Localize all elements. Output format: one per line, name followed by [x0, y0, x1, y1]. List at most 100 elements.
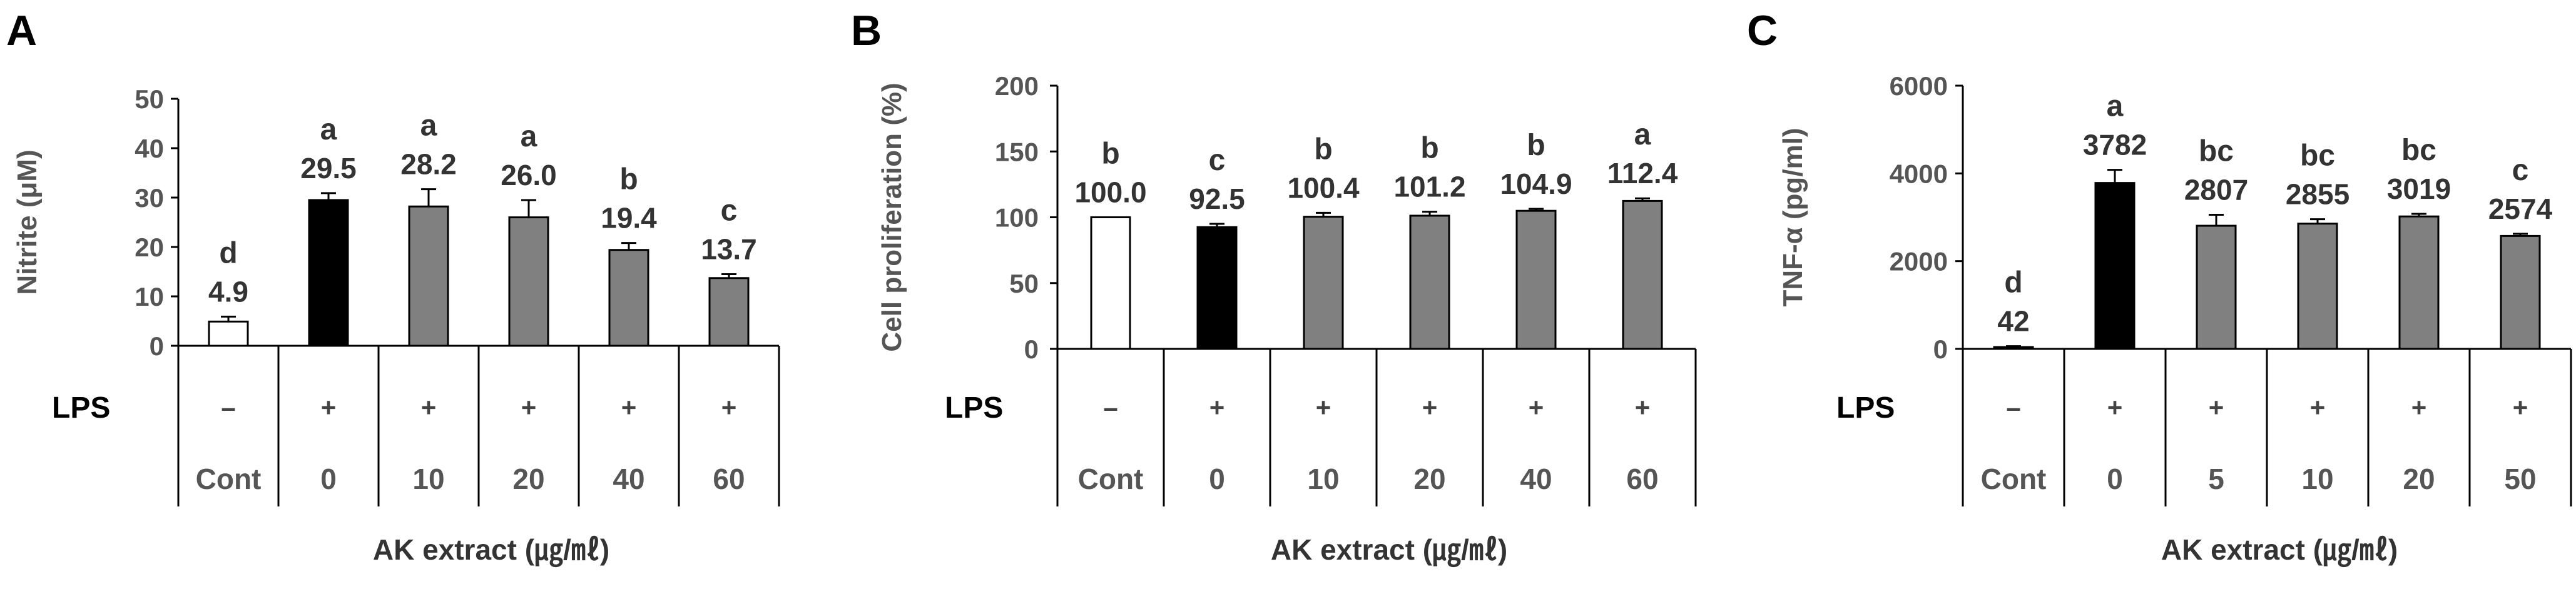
significance-letter: d [219, 236, 237, 269]
value-label: 92.5 [1189, 183, 1245, 215]
y-tick-label: 4000 [1890, 159, 1948, 188]
value-label: 3019 [2387, 173, 2451, 205]
value-label: 2855 [2286, 178, 2349, 211]
x-axis-label: AK extract (㎍/㎖) [1271, 533, 1507, 568]
significance-letter: b [1314, 133, 1332, 166]
y-tick-label: 50 [1009, 269, 1039, 298]
lps-sign: – [2006, 393, 2020, 422]
value-label: 42 [1997, 305, 2029, 338]
dose-label: Cont [196, 463, 262, 495]
significance-letter: d [2004, 266, 2022, 300]
x-axis-label: AK extract (㎍/㎖) [373, 533, 609, 568]
lps-sign: – [221, 393, 235, 422]
y-tick-label: 0 [1024, 335, 1039, 364]
dose-label: 0 [2107, 463, 2123, 495]
chart-panel-c: C TNF-α (pg/ml) 0 2000 4000 6000 LPS 42 d – Cont 37… [1747, 7, 2572, 568]
value-label: 100.4 [1287, 171, 1360, 204]
value-label: 4.9 [208, 275, 248, 308]
significance-letter: a [1634, 118, 1651, 151]
significance-letter: b [1420, 132, 1438, 165]
value-label: 2807 [2184, 174, 2248, 206]
value-label: 104.9 [1500, 168, 1572, 200]
lps-sign: + [1529, 393, 1544, 422]
value-label: 28.2 [400, 148, 457, 181]
lps-sign: + [2411, 393, 2427, 422]
panel-letter: A [6, 7, 37, 54]
bar [1622, 199, 1663, 350]
value-label: 13.7 [701, 233, 757, 265]
significance-letter: a [521, 120, 537, 153]
dose-label: 60 [1626, 463, 1658, 495]
lps-sign: + [1635, 393, 1651, 422]
bar [2398, 215, 2440, 350]
significance-letter: a [320, 113, 337, 146]
dose-label: 10 [412, 463, 444, 495]
lps-row-label: LPS [945, 391, 1003, 425]
bar [2297, 223, 2338, 350]
significance-letter: b [619, 163, 638, 196]
value-label: 112.4 [1607, 157, 1678, 189]
significance-letter: c [2512, 154, 2529, 187]
bar [608, 249, 649, 347]
value-label: 3782 [2083, 129, 2147, 161]
bar [1515, 209, 1557, 350]
lps-sign: + [2107, 393, 2123, 422]
dose-label: Cont [1078, 463, 1144, 495]
value-label: 26.0 [501, 159, 557, 191]
lps-sign: + [2310, 393, 2326, 422]
lps-sign: + [1422, 393, 1438, 422]
y-tick-label: 0 [150, 331, 164, 361]
value-label: 100.0 [1074, 176, 1146, 209]
dose-label: 20 [1413, 463, 1445, 495]
significance-letter: a [2107, 90, 2124, 123]
dose-label: 60 [713, 463, 745, 495]
panel-letter: B [851, 7, 882, 54]
bar [1409, 214, 1450, 350]
y-tick-label: 150 [995, 137, 1039, 166]
bar [208, 320, 249, 347]
y-tick-label: 0 [1933, 335, 1948, 364]
lps-sign: + [1209, 393, 1225, 422]
bar [708, 277, 750, 347]
y-tick-label: 50 [135, 84, 164, 114]
significance-letter: bc [2300, 139, 2335, 173]
bar [408, 205, 449, 347]
dose-label: 5 [2208, 463, 2224, 495]
dose-label: 40 [613, 463, 644, 495]
y-tick-label: 100 [995, 203, 1039, 233]
y-axis-label: TNF-α (pg/ml) [1778, 128, 1808, 306]
y-tick-label: 10 [135, 282, 164, 311]
bar [508, 216, 549, 347]
dose-label: 10 [1307, 463, 1339, 495]
bar [2094, 182, 2136, 350]
significance-letter: c [721, 194, 738, 227]
x-axis-label: AK extract (㎍/㎖) [2161, 533, 2398, 568]
y-tick-label: 40 [135, 134, 164, 163]
bar [1993, 346, 2034, 350]
bar [2500, 234, 2541, 350]
y-axis-label: Cell proliferation (%) [877, 83, 907, 351]
lps-row-label: LPS [1836, 391, 1895, 425]
significance-letter: bc [2401, 134, 2436, 167]
lps-sign: + [2209, 393, 2224, 422]
bar [2196, 224, 2237, 350]
significance-letter: bc [2199, 135, 2234, 168]
bar [1303, 216, 1344, 350]
dose-label: 20 [512, 463, 544, 495]
value-label: 19.4 [601, 202, 657, 234]
lps-sign: + [2513, 393, 2528, 422]
significance-letter: c [1209, 144, 1226, 177]
bar [1090, 216, 1131, 350]
dose-label: 10 [2301, 463, 2333, 495]
dose-label: 40 [1520, 463, 1552, 495]
dose-label: Cont [1981, 463, 2047, 495]
significance-letter: b [1101, 138, 1119, 171]
significance-letter: a [420, 109, 437, 143]
y-axis-label: Nitrite (μM) [12, 149, 43, 294]
value-label: 2574 [2488, 193, 2553, 225]
y-tick-label: 20 [135, 233, 164, 262]
lps-sign: – [1103, 393, 1117, 422]
lps-sign: + [621, 393, 637, 422]
dose-label: 50 [2504, 463, 2536, 495]
